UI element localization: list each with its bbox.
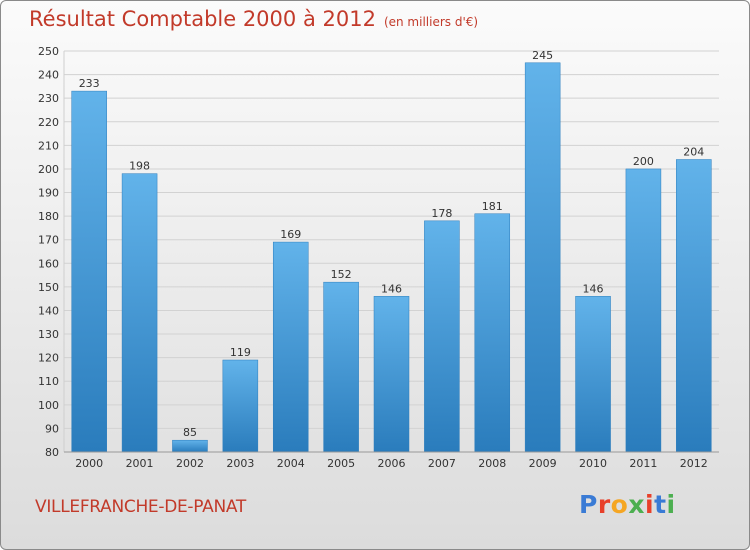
x-tick-label: 2003	[226, 457, 254, 470]
bar-2010	[575, 296, 611, 453]
x-tick-label: 2004	[277, 457, 305, 470]
logo-letter: t	[654, 490, 667, 519]
y-tick-label: 160	[38, 257, 59, 270]
bar-2000	[71, 90, 107, 453]
bar-2004	[272, 241, 309, 453]
bar-2002	[172, 439, 208, 453]
bar-2005	[323, 281, 359, 453]
x-tick-label: 2010	[579, 457, 607, 470]
logo-letter: i	[645, 490, 655, 519]
logo-letter: P	[579, 490, 598, 519]
chart-subtitle: (en milliers d'€)	[383, 15, 479, 29]
y-tick-label: 150	[38, 281, 59, 294]
bar-value-label: 181	[482, 200, 503, 213]
logo-letter: x	[628, 490, 645, 519]
chart-title: Résultat Comptable 2000 à 2012 (en millie…	[29, 7, 478, 31]
y-tick-label: 180	[38, 210, 59, 223]
x-tick-label: 2007	[428, 457, 456, 470]
x-tick-label: 2002	[176, 457, 204, 470]
bar-value-label: 245	[532, 49, 553, 62]
location-label: VILLEFRANCHE-DE-PANAT	[35, 497, 246, 517]
bar-value-label: 178	[431, 207, 452, 220]
y-tick-label: 190	[38, 187, 59, 200]
y-tick-label: 110	[38, 375, 59, 388]
x-tick-label: 2011	[629, 457, 657, 470]
y-tick-label: 120	[38, 352, 59, 365]
bar-value-label: 200	[633, 155, 654, 168]
y-tick-label: 240	[38, 69, 59, 82]
x-tick-label: 2009	[529, 457, 557, 470]
x-tick-label: 2008	[478, 457, 506, 470]
x-tick-label: 2001	[126, 457, 154, 470]
y-tick-label: 90	[45, 422, 59, 435]
bar-2003	[222, 359, 259, 453]
y-tick-label: 200	[38, 163, 59, 176]
bar-value-label: 146	[583, 282, 604, 295]
chart-title-text: Résultat Comptable 2000 à 2012	[29, 7, 376, 31]
bar-value-label: 233	[79, 77, 100, 90]
y-tick-label: 230	[38, 92, 59, 105]
bar-2007	[424, 220, 460, 453]
y-tick-label: 250	[38, 45, 59, 58]
logo-letter: o	[610, 490, 629, 519]
bar-value-label: 204	[683, 146, 704, 159]
bar-2011	[625, 168, 662, 453]
y-axis: 80 90 100 110 120 130 140 150 160 170 180 190 200 210…	[38, 45, 65, 459]
bar-2008	[474, 213, 511, 453]
x-axis: 2000 2001 2002 2003 2004 2005 2006 2007 2008 2009…	[64, 451, 719, 470]
bar-2009	[524, 62, 561, 453]
y-tick-label: 80	[45, 446, 59, 459]
logo-letter: r	[597, 490, 611, 519]
bar-2001	[121, 173, 158, 453]
x-tick-label: 2012	[680, 457, 708, 470]
y-tick-label: 210	[38, 139, 59, 152]
x-tick-label: 2005	[327, 457, 355, 470]
y-tick-label: 170	[38, 234, 59, 247]
y-tick-label: 140	[38, 304, 59, 317]
bar-value-label: 119	[230, 346, 251, 359]
x-tick-label: 2000	[75, 457, 103, 470]
bar-value-label: 169	[280, 228, 301, 241]
bar-value-label: 85	[183, 426, 197, 439]
bar-2006	[373, 296, 410, 453]
y-tick-label: 220	[38, 116, 59, 129]
bar-value-label: 152	[331, 268, 352, 281]
y-tick-label: 130	[38, 328, 59, 341]
x-tick-label: 2006	[378, 457, 406, 470]
bar-value-label: 146	[381, 282, 402, 295]
bar-value-label: 198	[129, 160, 150, 173]
bar-2012	[676, 159, 712, 453]
proxiti-logo[interactable]: Proxiti	[579, 490, 676, 519]
bars: 233 198 85 119 169 152 146 178 181 245 146 200 204	[71, 49, 712, 453]
logo-letter: i	[666, 490, 676, 519]
y-tick-label: 100	[38, 399, 59, 412]
